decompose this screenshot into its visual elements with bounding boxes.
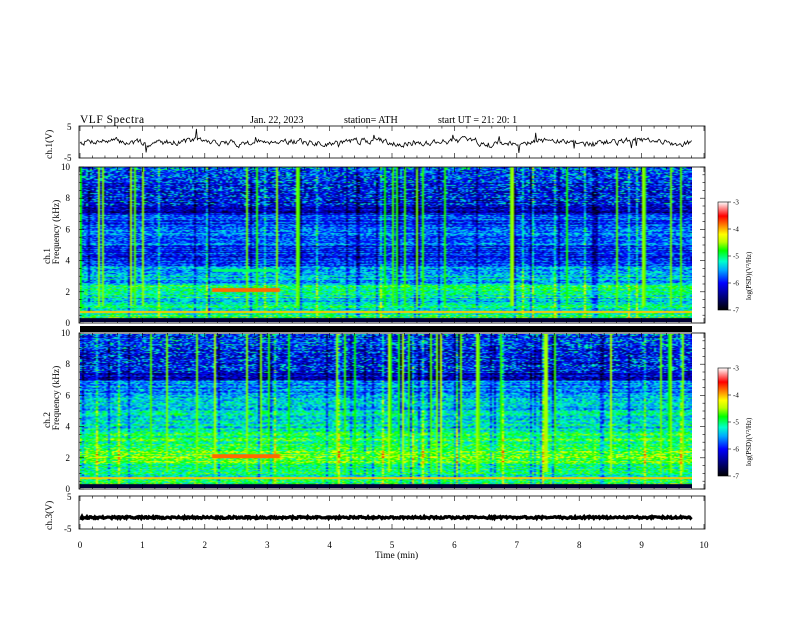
frequency-tick-label: 4 xyxy=(66,422,71,432)
ch1-spectrogram-ylabel-line1: ch.1 xyxy=(43,248,53,264)
time-tick-label: 8 xyxy=(577,540,582,550)
ch3-ytick-top: 5 xyxy=(67,492,72,502)
frequency-tick-label: 4 xyxy=(66,256,71,266)
chart-title: VLF Spectra xyxy=(80,114,145,126)
colorbar-tick-label: -5 xyxy=(733,253,739,261)
time-axis-tick-labels: 0 1 2 3 4 5 6 7 8 9 10 xyxy=(78,540,709,550)
ch1-waveform-ylabel: ch.1(V) xyxy=(44,130,55,159)
time-tick-label: 10 xyxy=(700,540,710,550)
time-tick-label: 1 xyxy=(140,540,145,550)
colorbar-tick-label: -6 xyxy=(733,280,739,288)
ch1-spectrogram-yticks: 0 2 4 6 8 10 xyxy=(61,162,705,328)
ch2-spectrogram-panel: 0 2 4 6 8 10 ch.2 Frequency (kHz) xyxy=(43,328,706,494)
frequency-tick-label: 2 xyxy=(66,287,71,297)
ch1-colorbar-gradient xyxy=(717,201,729,311)
ch2-colorbar-gradient xyxy=(717,367,729,477)
header-start-time: start UT = 21: 20: 1 xyxy=(438,115,517,126)
time-tick-label: 0 xyxy=(78,540,83,550)
frequency-tick-label: 8 xyxy=(66,193,71,203)
channel-separator-band xyxy=(80,326,692,332)
ch3-waveform-line xyxy=(79,513,693,522)
ch3-ytick-bottom: -5 xyxy=(64,524,72,534)
ch2-spectrogram-ylabel-line2: Frequency (kHz) xyxy=(51,366,62,431)
time-tick-label: 3 xyxy=(265,540,270,550)
colorbar-tick-label: -6 xyxy=(733,446,739,454)
time-tick-label: 4 xyxy=(327,540,332,550)
ch2-colorbar-label: log(PSD)(V²/Hz) xyxy=(745,417,753,466)
frequency-tick-label: 2 xyxy=(66,453,71,463)
frequency-tick-label: 6 xyxy=(66,224,71,234)
waveform-trace xyxy=(79,513,693,522)
colorbar-tick-label: -4 xyxy=(733,226,739,234)
colorbar-tick-label: -5 xyxy=(733,419,739,427)
frequency-tick-label: 10 xyxy=(61,162,71,172)
frequency-tick-label: 8 xyxy=(66,359,71,369)
header-date: Jan. 22, 2023 xyxy=(250,115,303,126)
ch3-waveform-ylabel: ch.3(V) xyxy=(44,501,55,530)
colorbar-tick-label: -3 xyxy=(733,199,739,207)
ch1-spectrogram-panel: 0 2 4 6 8 10 ch.1 Frequency (kHz) xyxy=(43,162,706,328)
header-station: station= ATH xyxy=(344,115,398,126)
time-tick-label: 7 xyxy=(515,540,520,550)
ch1-spectrogram-image xyxy=(80,167,692,322)
ch2-spectrogram-ylabel-line1: ch.2 xyxy=(43,412,53,428)
colorbar-tick-label: -4 xyxy=(733,392,739,400)
frequency-tick-label: 0 xyxy=(66,318,71,328)
ch2-colorbar: -3 -4 -5 -6 -7 log(PSD)(V²/Hz) xyxy=(717,365,753,481)
ch1-colorbar: -3 -4 -5 -6 -7 log(PSD)(V²/Hz) xyxy=(717,199,753,315)
time-tick-label: 5 xyxy=(390,540,395,550)
time-tick-label: 9 xyxy=(639,540,644,550)
ch1-colorbar-label: log(PSD)(V²/Hz) xyxy=(745,251,753,300)
colorbar-tick-label: -7 xyxy=(733,307,739,315)
colorbar-tick-label: -7 xyxy=(733,473,739,481)
colorbar-tick-label: -3 xyxy=(733,365,739,373)
time-tick-label: 6 xyxy=(452,540,457,550)
ch3-waveform-panel: 5 -5 ch.3(V) xyxy=(44,492,706,534)
ch1-ytick-bottom: -5 xyxy=(64,153,72,163)
ch2-spectrogram-yticks: 0 2 4 6 8 10 xyxy=(61,328,705,494)
time-axis-ticks xyxy=(79,126,705,529)
ch2-spectrogram-image xyxy=(80,334,692,488)
ch1-ytick-top: 5 xyxy=(67,122,72,132)
ch1-waveform-panel: 5 -5 ch.1(V) xyxy=(44,122,706,163)
frequency-tick-label: 6 xyxy=(66,390,71,400)
ch2-colorbar-ticks: -3 -4 -5 -6 -7 xyxy=(728,365,739,481)
ch1-colorbar-ticks: -3 -4 -5 -6 -7 xyxy=(728,199,739,315)
frequency-tick-label: 0 xyxy=(66,484,71,494)
time-tick-label: 2 xyxy=(203,540,208,550)
waveform-trace xyxy=(79,128,692,154)
ch1-spectrogram-ylabel-line2: Frequency (kHz) xyxy=(51,200,62,265)
frequency-tick-label: 10 xyxy=(61,328,71,338)
ch1-waveform-line xyxy=(79,128,692,154)
time-axis-label: Time (min) xyxy=(375,550,418,561)
